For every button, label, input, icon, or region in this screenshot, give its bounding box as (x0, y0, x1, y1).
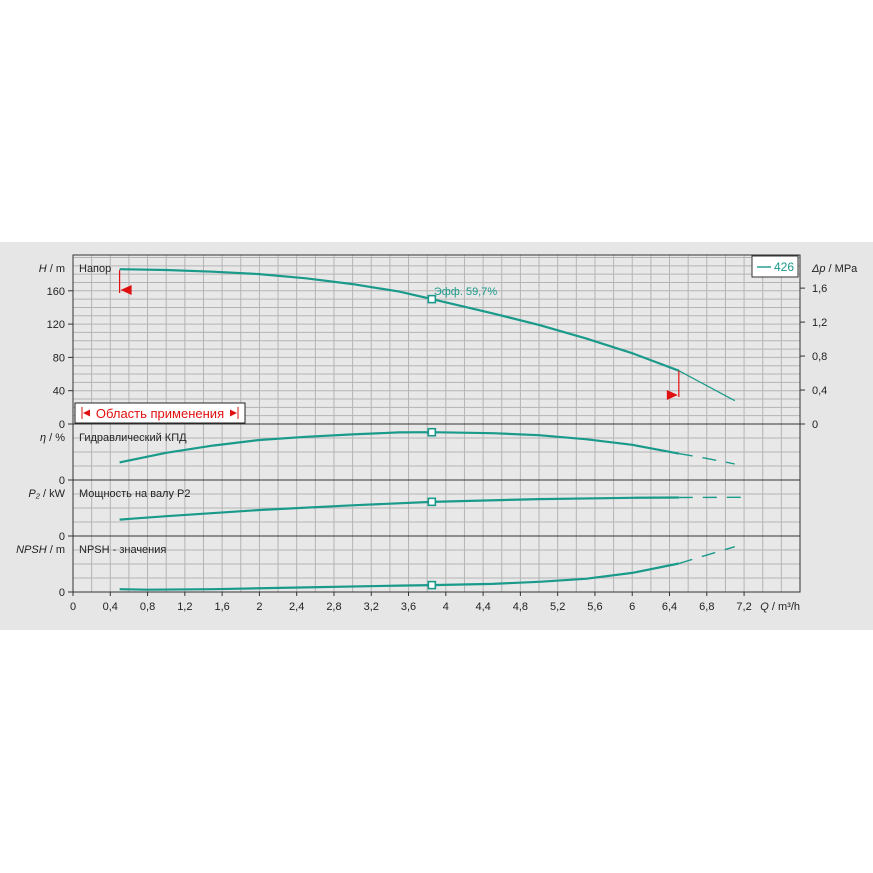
panel-title-head: Напор (79, 263, 111, 275)
curve-extension-efficiency (678, 452, 735, 465)
x-tick-label: 5,6 (587, 601, 602, 613)
x-tick-label: 2 (256, 601, 262, 613)
y-tick-label-head: 160 (47, 286, 65, 298)
curve-extension-head (678, 370, 736, 402)
application-range-label: Область применения (96, 406, 224, 421)
right-tick-label: 0,4 (812, 385, 827, 397)
x-tick-label: 7,2 (736, 601, 751, 613)
legend-label: 426 (774, 260, 794, 274)
x-tick-label: 5,2 (550, 601, 565, 613)
y-tick-label-efficiency: 0 (59, 475, 65, 487)
y-axis-symbol: H (39, 263, 47, 275)
y-axis-unit: / m (47, 544, 65, 556)
y-tick-label-head: 0 (59, 419, 65, 431)
curve-power (119, 496, 679, 521)
x-tick-label: 1,6 (214, 601, 229, 613)
y-axis-unit: / kW (40, 488, 66, 500)
application-range-box (74, 402, 246, 424)
legend-box (751, 255, 799, 278)
y-axis-unit: / m (47, 263, 65, 275)
x-tick-label: 4 (443, 601, 449, 613)
markers (74, 255, 799, 590)
range-min-arrow (120, 285, 132, 295)
y-tick-label-head: 40 (53, 386, 65, 398)
range-box-left-arrow (83, 409, 90, 417)
x-tick-label: 6,4 (662, 601, 677, 613)
x-tick-label: 2,8 (326, 601, 341, 613)
panel-frame-npsh (72, 535, 801, 593)
y-axis-unit: / % (46, 432, 65, 444)
x-tick-label: 3,6 (401, 601, 416, 613)
range-box-right-arrow (230, 409, 237, 417)
right-tick-label: 1,2 (812, 317, 827, 329)
y-axis-symbol: NPSH (16, 544, 47, 556)
duty-point-head (427, 294, 437, 304)
y-axis-symbol: P₂ (28, 488, 40, 500)
x-tick-label: 1,2 (177, 601, 192, 613)
y-tick-label-power: 0 (59, 531, 65, 543)
efficiency-annotation: Эфф. 59,7% (434, 286, 498, 298)
right-axis-label: Δp / MPa (811, 263, 858, 275)
x-axis-symbol: Q (760, 601, 769, 613)
x-tick-label: 0,4 (103, 601, 118, 613)
y-tick-label-head: 80 (53, 352, 65, 364)
y-axis-label-npsh: NPSH / m (16, 544, 65, 556)
x-tick-label: 4,8 (513, 601, 528, 613)
x-tick-label: 0,8 (140, 601, 155, 613)
y-axis-label-efficiency: η / % (40, 432, 65, 444)
x-tick-label: 0 (70, 601, 76, 613)
x-tick-label: 6 (629, 601, 635, 613)
curves (119, 268, 745, 591)
x-tick-label: 3,2 (364, 601, 379, 613)
right-tick-label: 1,6 (812, 283, 827, 295)
y-axis-label-head: H / m (39, 263, 65, 275)
panel-title-npsh: NPSH - значения (79, 544, 166, 556)
duty-point-npsh (427, 580, 437, 590)
panel-frames (68, 254, 805, 596)
right-axis-unit: / MPa (826, 263, 859, 275)
panel-title-power: Мощность на валу P2 (79, 488, 191, 500)
x-tick-label: 4,4 (475, 601, 490, 613)
duty-point-power (427, 497, 437, 507)
curve-head (119, 268, 680, 372)
right-tick-label: 0 (812, 419, 818, 431)
y-axis-label-power: P₂ / kW (28, 488, 65, 500)
x-tick-label: 2,4 (289, 601, 304, 613)
panel-title-efficiency: Гидравлический КПД (79, 432, 187, 444)
curve-efficiency (119, 431, 680, 464)
duty-point-efficiency (427, 427, 437, 437)
y-tick-label-head: 120 (47, 319, 65, 331)
range-max-arrow (666, 390, 678, 400)
x-axis-unit: / m³/h (769, 601, 800, 613)
curve-extension-npsh (678, 546, 736, 565)
right-axis-symbol: Δp (811, 263, 826, 275)
y-tick-label-npsh: 0 (59, 587, 65, 599)
y-axis-symbol: η (40, 432, 46, 444)
x-tick-label: 6,8 (699, 601, 714, 613)
right-tick-label: 0,8 (812, 351, 827, 363)
x-axis-label: Q / m³/h (760, 601, 800, 613)
